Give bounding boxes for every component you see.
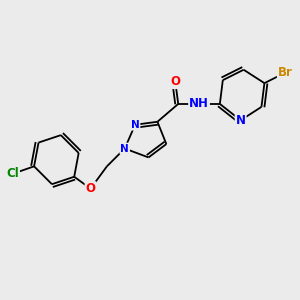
- Text: Br: Br: [278, 66, 293, 79]
- Text: NH: NH: [189, 98, 209, 110]
- Text: N: N: [131, 120, 140, 130]
- Text: O: O: [85, 182, 96, 195]
- Text: Cl: Cl: [6, 167, 19, 180]
- Text: O: O: [170, 75, 180, 88]
- Text: N: N: [236, 114, 246, 127]
- Text: N: N: [120, 143, 129, 154]
